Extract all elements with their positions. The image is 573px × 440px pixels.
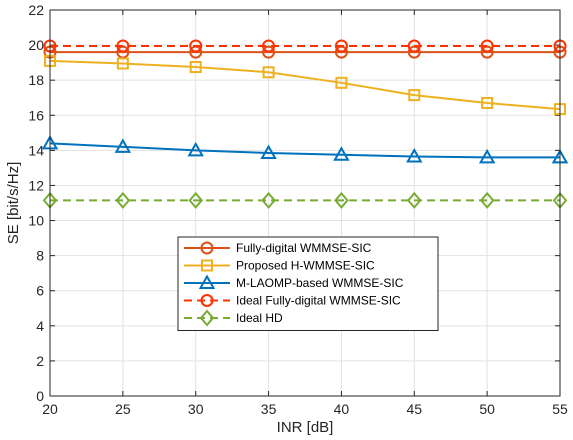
data-point [187, 141, 204, 157]
legend-label: M-LAOMP-based WMMSE-SIC [236, 276, 404, 290]
data-point [188, 191, 204, 209]
data-point [408, 89, 421, 102]
data-point [333, 146, 350, 161]
legend-marker [198, 274, 216, 289]
y-tick-label: 20 [28, 37, 44, 53]
data-point [115, 191, 131, 209]
x-tick-label: 20 [42, 401, 58, 417]
y-tick-label: 14 [28, 142, 44, 158]
y-tick-label: 8 [36, 248, 44, 264]
data-point [479, 191, 495, 209]
data-point [335, 76, 348, 89]
y-tick-label: 18 [28, 72, 44, 88]
data-point [261, 191, 276, 209]
legend-marker [199, 309, 215, 327]
data-point [334, 191, 349, 209]
x-tick-label: 50 [479, 401, 495, 417]
y-tick-label: 6 [36, 283, 44, 299]
legend-item: Fully-digital WMMSE-SIC [184, 241, 372, 255]
legend-item: Ideal HD [184, 309, 283, 327]
data-point [260, 144, 277, 159]
legend-item: Proposed H-WMMSE-SIC [184, 259, 375, 273]
legend-marker [201, 259, 213, 272]
series-line [49, 59, 561, 111]
series-line [49, 142, 560, 159]
legend-marker [200, 241, 214, 255]
legend-label: Proposed H-WMMSE-SIC [236, 259, 375, 273]
legend-item: Ideal Fully-digital WMMSE-SIC [184, 294, 401, 308]
data-point [334, 39, 348, 53]
y-tick-label: 16 [28, 107, 44, 123]
series-group [41, 39, 569, 209]
y-tick-label: 10 [28, 213, 44, 229]
data-point [262, 45, 276, 59]
legend-label: Fully-digital WMMSE-SIC [236, 241, 372, 255]
data-point [262, 66, 275, 79]
x-tick-label: 30 [188, 401, 204, 417]
legend-marker [200, 294, 214, 307]
x-axis-label: INR [dB] [277, 419, 334, 436]
x-tick-label: 40 [334, 401, 350, 417]
data-point [481, 96, 494, 109]
data-point [478, 148, 496, 164]
data-point [116, 57, 129, 70]
data-point [116, 39, 130, 53]
plot-frame [49, 9, 561, 397]
data-point [189, 61, 202, 74]
y-tick-label: 22 [28, 2, 44, 18]
data-point [262, 39, 276, 53]
legend-label: Ideal HD [236, 311, 283, 325]
data-point [480, 45, 494, 59]
y-tick-label: 2 [36, 353, 44, 369]
data-point [406, 191, 422, 209]
axes: 20 25 30 35 40 45 50 55 0 2 4 6 8 10 12 14 16 18 20 22 [28, 2, 568, 417]
legend: Fully-digital WMMSE-SIC Proposed H-WMMSE-… [177, 236, 439, 331]
data-point [114, 138, 132, 153]
y-tick-label: 12 [28, 177, 44, 193]
legend-label: Ideal Fully-digital WMMSE-SIC [236, 294, 401, 308]
x-tick-label: 55 [552, 401, 568, 417]
x-tick-label: 35 [261, 401, 277, 417]
data-point [189, 39, 203, 53]
x-tick-label: 25 [115, 401, 131, 417]
x-tick-label: 45 [406, 401, 422, 417]
plot-area [50, 10, 560, 396]
y-axis-label: SE [bit/s/Hz] [5, 162, 22, 245]
series-2 [41, 134, 569, 164]
data-point [406, 147, 423, 163]
legend-item: M-LAOMP-based WMMSE-SIC [184, 274, 404, 290]
y-tick-label: 4 [36, 318, 44, 334]
data-point [407, 39, 421, 53]
y-tick-label: 0 [36, 388, 44, 404]
data-point [480, 39, 494, 53]
